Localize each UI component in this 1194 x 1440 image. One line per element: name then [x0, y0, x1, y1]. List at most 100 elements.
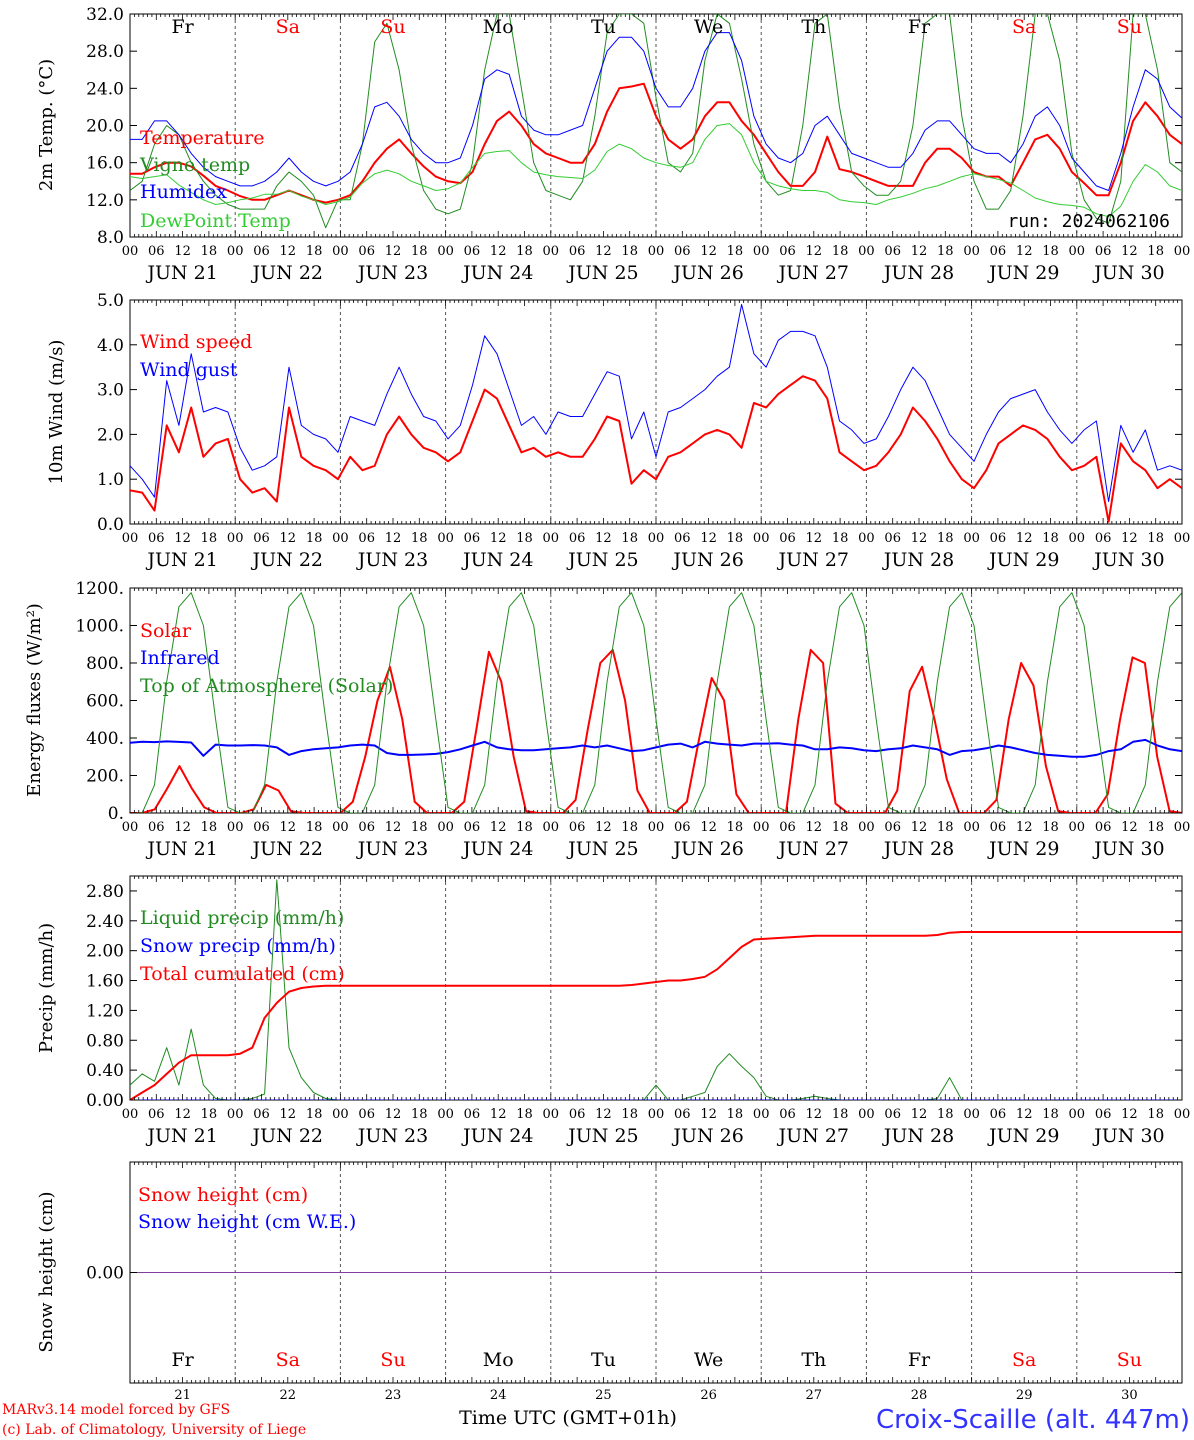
x-tick-label: 18	[1042, 820, 1059, 835]
x-tick-label: 18	[621, 531, 638, 546]
x-tick-label: 00	[1069, 531, 1086, 546]
x-tick-label: 12	[385, 1107, 402, 1122]
x-tick-label: 06	[1095, 1107, 1112, 1122]
date-label: JUN 27	[777, 838, 849, 860]
y-tick-label: 800.	[86, 654, 124, 674]
x-tick-label: 18	[201, 820, 218, 835]
day-number: 27	[806, 1388, 823, 1403]
y-tick-label: 0.00	[86, 1264, 124, 1284]
x-tick-label: 12	[595, 531, 612, 546]
x-tick-label: 06	[253, 531, 270, 546]
x-tick-label: 06	[569, 531, 586, 546]
y-tick-label: 1200.	[75, 579, 124, 599]
date-label: JUN 28	[882, 262, 954, 284]
x-tick-label: 06	[990, 244, 1007, 259]
date-label: JUN 28	[882, 549, 954, 571]
y-tick-label: 24.0	[86, 79, 124, 99]
x-tick-label: 18	[727, 820, 744, 835]
date-label: JUN 21	[145, 262, 217, 284]
x-tick-label: 18	[1147, 531, 1164, 546]
weekday-label: Sa	[276, 16, 300, 38]
date-label: JUN 27	[777, 1125, 849, 1147]
x-tick-label: 06	[1095, 244, 1112, 259]
x-tick-label: 18	[727, 531, 744, 546]
x-tick-label: 00	[1174, 531, 1191, 546]
series-line-0	[130, 82, 1182, 204]
legend-humidex: Humidex	[140, 181, 227, 203]
x-tick-label: 12	[174, 1107, 191, 1122]
date-label: JUN 30	[1092, 549, 1164, 571]
x-tick-label: 12	[595, 244, 612, 259]
date-label: JUN 30	[1092, 1125, 1164, 1147]
day-number: 23	[385, 1388, 402, 1403]
x-tick-label: 12	[1121, 244, 1138, 259]
x-tick-label: 06	[569, 820, 586, 835]
x-tick-label: 12	[280, 244, 297, 259]
plot-frame	[129, 13, 1183, 238]
credit-note: (c) Lab. of Climatology, University of L…	[2, 1422, 306, 1438]
date-label: JUN 29	[987, 549, 1059, 571]
x-tick-label: 12	[280, 820, 297, 835]
x-tick-label: 06	[990, 1107, 1007, 1122]
x-tick-label: 12	[911, 820, 928, 835]
series-line-2	[130, 931, 1182, 1100]
legend-snow-height-we: Snow height (cm W.E.)	[138, 1211, 356, 1233]
y-tick-label: 0.40	[86, 1061, 124, 1081]
x-tick-label: 12	[490, 820, 507, 835]
legend-toa-solar: Top of Atmosphere (Solar)	[140, 675, 393, 697]
x-tick-label: 18	[937, 820, 954, 835]
date-label: JUN 23	[356, 549, 428, 571]
wind-panel: 0.0 1.0 2.0 3.0 4.0 5.0 00 06 12 18 JUN 21 00 06 12 18…	[46, 291, 1190, 571]
x-tick-label: 00	[332, 531, 349, 546]
x-tick-label: 18	[1147, 244, 1164, 259]
x-tick-label: 18	[411, 1107, 428, 1122]
x-tick-label: 12	[1016, 531, 1033, 546]
date-label: JUN 22	[251, 1125, 323, 1147]
x-tick-label: 00	[227, 820, 244, 835]
weekday-label: Fr	[171, 1349, 194, 1371]
x-tick-label: 12	[280, 1107, 297, 1122]
x-axis-label: Time UTC (GMT+01h)	[459, 1407, 677, 1429]
y-tick-label: 16.0	[86, 154, 124, 174]
date-label: JUN 26	[671, 549, 743, 571]
x-tick-label: 18	[516, 244, 533, 259]
x-tick-label: 12	[174, 244, 191, 259]
y-axis-label: Precip (mm/h)	[36, 923, 57, 1053]
legend-snow-height-cm: Snow height (cm)	[138, 1184, 308, 1206]
legend-infrared: Infrared	[140, 647, 220, 669]
x-tick-label: 06	[884, 531, 901, 546]
x-tick-label: 18	[201, 531, 218, 546]
x-tick-label: 00	[122, 531, 139, 546]
date-label: JUN 26	[671, 262, 743, 284]
y-tick-label: 28.0	[86, 42, 124, 62]
y-tick-label: 0.80	[86, 1031, 124, 1051]
x-tick-label: 18	[201, 1107, 218, 1122]
x-tick-label: 00	[437, 244, 454, 259]
x-tick-label: 18	[306, 244, 323, 259]
weekday-label: Sa	[1012, 16, 1036, 38]
weekday-label: Fr	[908, 1349, 931, 1371]
date-label: JUN 29	[987, 262, 1059, 284]
x-tick-label: 12	[911, 1107, 928, 1122]
x-tick-label: 18	[516, 820, 533, 835]
x-tick-label: 00	[648, 244, 665, 259]
series-line-3	[130, 123, 1182, 218]
x-tick-label: 12	[911, 244, 928, 259]
y-tick-label: 0.00	[86, 1091, 124, 1111]
weekday-label: Th	[801, 16, 826, 38]
x-tick-label: 12	[174, 531, 191, 546]
x-tick-label: 06	[1095, 820, 1112, 835]
y-tick-label: 2.00	[86, 942, 124, 962]
series-line-0	[130, 375, 1182, 523]
x-tick-label: 00	[753, 531, 770, 546]
x-tick-label: 18	[621, 820, 638, 835]
x-tick-label: 12	[1016, 1107, 1033, 1122]
station-title: Croix-Scaille (alt. 447m)	[876, 1405, 1190, 1435]
x-tick-label: 06	[358, 531, 375, 546]
day-number: 28	[911, 1388, 928, 1403]
date-label: JUN 25	[566, 838, 638, 860]
x-tick-label: 18	[411, 244, 428, 259]
weekday-label: Su	[380, 16, 405, 38]
date-label: JUN 23	[356, 1125, 428, 1147]
date-label: JUN 25	[566, 1125, 638, 1147]
